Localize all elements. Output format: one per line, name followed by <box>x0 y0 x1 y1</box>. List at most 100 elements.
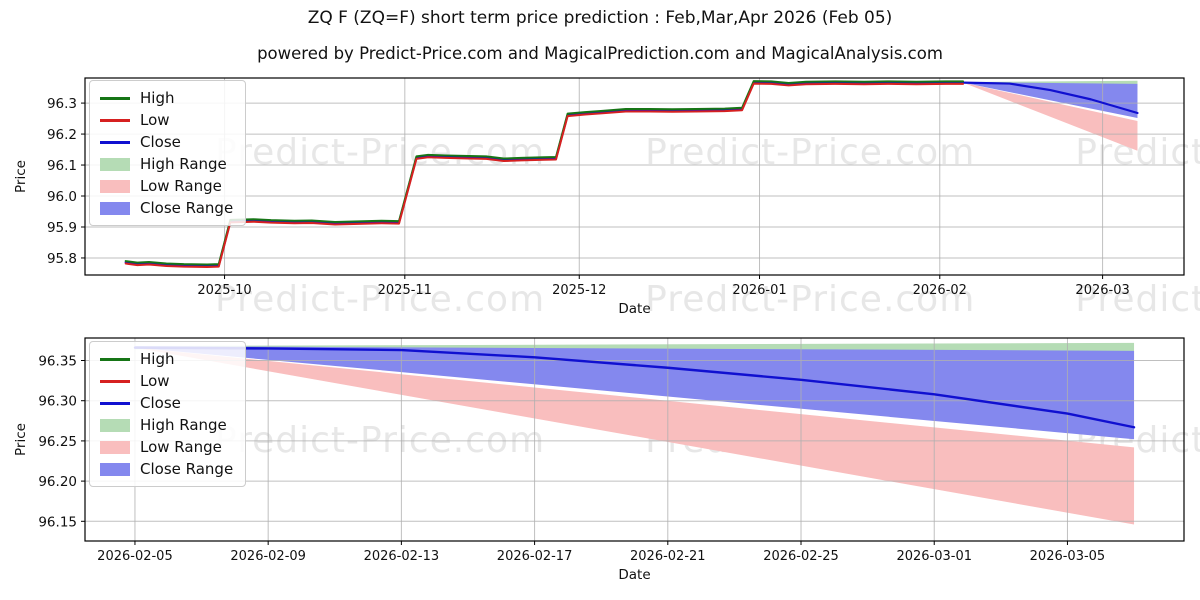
y-tick-label: 96.20 <box>38 474 77 490</box>
y-tick-label: 96.2 <box>47 127 77 143</box>
x-tick-label: 2026-03 <box>1075 283 1129 298</box>
legend-label: Close Range <box>140 199 234 217</box>
bottom-chart-ticks: 2026-02-05 2026-02-09 2026-02-13 2026-02-17… <box>13 354 1105 583</box>
legend-label: Close <box>140 394 181 412</box>
watermark-row: Predict-Price.com Predict-Price.com Pred… <box>0 279 1200 320</box>
low-range-band <box>134 347 1135 525</box>
bottom-chart-series <box>133 346 1136 429</box>
legend-item: Close <box>100 392 233 414</box>
x-tick-label: 2026-01 <box>732 283 786 298</box>
legend-item: Close Range <box>100 458 233 480</box>
watermark-text: Predict-Price.com <box>1075 132 1200 173</box>
y-tick-label: 96.0 <box>47 189 77 205</box>
legend-item: Low Range <box>100 436 233 458</box>
high-range-swatch <box>100 157 130 171</box>
top-chart-series <box>124 80 1139 268</box>
bottom-chart: 2026-02-05 2026-02-09 2026-02-13 2026-02-17… <box>13 337 1185 583</box>
x-axis-label: Date <box>618 567 650 583</box>
y-tick-label: 96.1 <box>47 158 77 174</box>
high-swatch <box>100 357 130 361</box>
watermark-text: Predict-Price.com <box>215 279 546 320</box>
legend-label: Low Range <box>140 177 222 195</box>
x-tick-label: 2026-02-05 <box>97 549 173 564</box>
watermark-row: Predict-Price.com Predict-Price.com Pred… <box>0 132 1200 173</box>
legend-label: Close <box>140 133 181 151</box>
high-line <box>124 80 965 266</box>
watermark-text: Predict-Price.com <box>215 132 546 173</box>
legend-label: Low <box>140 111 170 129</box>
top-chart-frame <box>84 77 1185 276</box>
legend-item: Low <box>100 109 233 131</box>
plot-frame <box>84 337 1185 542</box>
x-tick-label: 2026-02-09 <box>230 549 306 564</box>
legend-item: High <box>100 348 233 370</box>
bottom-chart-frame <box>84 337 1185 542</box>
x-tick-label: 2025-10 <box>197 283 251 298</box>
close-line <box>133 346 1136 429</box>
legend-item: Close <box>100 131 233 153</box>
legend-item: High Range <box>100 153 233 175</box>
x-tick-label: 2026-02-25 <box>763 549 839 564</box>
close-swatch <box>100 140 130 144</box>
x-tick-label: 2026-02-17 <box>497 549 573 564</box>
legend-item: Low Range <box>100 175 233 197</box>
low-swatch <box>100 118 130 122</box>
y-tick-label: 96.30 <box>38 394 77 410</box>
x-tick-label: 2026-02-21 <box>630 549 706 564</box>
legend-label: Low Range <box>140 438 222 456</box>
watermark-text: Predict-Price.com <box>1075 279 1200 320</box>
legend-label: High <box>140 89 175 107</box>
legend-label: High Range <box>140 416 227 434</box>
y-tick-label: 96.15 <box>38 514 77 530</box>
low-swatch <box>100 379 130 383</box>
top-chart: 2025-10 2025-11 2025-12 2026-01 2026-02 2026-… <box>13 77 1185 317</box>
legend-label: High <box>140 350 175 368</box>
y-tick-label: 95.9 <box>47 220 77 236</box>
top-chart-grid <box>85 78 1184 275</box>
y-tick-label: 95.8 <box>47 251 77 267</box>
x-tick-label: 2026-03-01 <box>896 549 972 564</box>
low-range-swatch <box>100 179 130 193</box>
x-axis-label: Date <box>618 301 650 317</box>
close-range-band <box>963 82 1138 118</box>
legend-label: Close Range <box>140 460 234 478</box>
legend-item: Low <box>100 370 233 392</box>
close-range-swatch <box>100 201 130 215</box>
legend-label: Low <box>140 372 170 390</box>
close-line <box>124 81 1139 267</box>
x-tick-label: 2025-11 <box>378 283 432 298</box>
x-tick-label: 2026-03-05 <box>1030 549 1106 564</box>
close-swatch <box>100 401 130 405</box>
top-chart-ticks: 2025-10 2025-11 2025-12 2026-01 2026-02 2026-… <box>13 96 1130 317</box>
legend-label: High Range <box>140 155 227 173</box>
x-tick-label: 2025-12 <box>552 283 606 298</box>
low-line <box>124 82 965 268</box>
y-tick-label: 96.25 <box>38 434 77 450</box>
y-tick-label: 96.35 <box>38 354 77 370</box>
legend-item: High <box>100 87 233 109</box>
figure-subtitle: powered by Predict-Price.com and Magical… <box>257 44 943 63</box>
bottom-chart-bands <box>134 342 1135 525</box>
legend-item: High Range <box>100 414 233 436</box>
close-range-swatch <box>100 462 130 476</box>
low-range-swatch <box>100 440 130 454</box>
x-tick-label: 2026-02 <box>913 283 967 298</box>
watermark-text: Predict-Price.com <box>645 132 976 173</box>
high-range-swatch <box>100 418 130 432</box>
top-chart-legend: High Low Close High Range Low Range Close Ran… <box>89 80 247 226</box>
bottom-chart-legend: High Low Close High Range Low Range Close Ran… <box>89 341 247 487</box>
x-tick-label: 2026-02-13 <box>364 549 440 564</box>
plot-frame <box>84 77 1185 276</box>
top-chart-bands <box>963 80 1138 151</box>
figure-title: ZQ F (ZQ=F) short term price prediction … <box>307 8 893 28</box>
y-axis-label: Price <box>13 423 29 456</box>
close-range-band <box>134 346 1135 440</box>
high-swatch <box>100 96 130 100</box>
y-tick-label: 96.3 <box>47 96 77 112</box>
bottom-chart-grid <box>85 338 1184 541</box>
y-axis-label: Price <box>13 160 29 193</box>
legend-item: Close Range <box>100 197 233 219</box>
watermark-text: Predict-Price.com <box>645 279 976 320</box>
